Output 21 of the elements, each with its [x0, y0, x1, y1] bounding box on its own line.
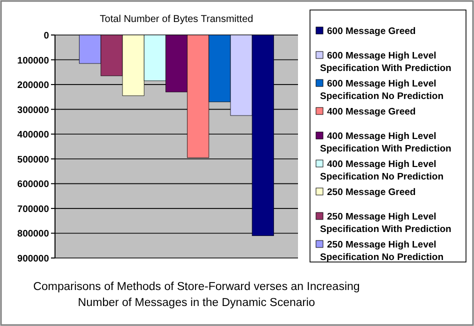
legend-label: 400 Message High Level Specification With Prediction [320, 131, 452, 154]
y-tick-label: 600000 [17, 179, 49, 190]
y-tick-label: 100000 [17, 55, 49, 66]
legend-label: 250 Message High Level Specification With Prediction [320, 212, 452, 235]
y-tick-label: 400000 [17, 130, 49, 141]
legend-label: 600 Message High Level Specification No Prediction [320, 78, 444, 102]
legend-label: 250 Message High Level Specification No Prediction [320, 240, 444, 263]
y-tick-label: 700000 [17, 204, 49, 215]
y-tick-label: 800000 [17, 228, 49, 240]
legend-label: 600 Message High Level Specification With Prediction [320, 50, 452, 74]
y-tick-label: 900000 [17, 254, 49, 264]
legend-label: 400 Message High Level Specification No Prediction [320, 159, 444, 182]
legend-label: 400 Message Greed [327, 106, 416, 118]
y-tick-label: 300000 [17, 104, 49, 116]
legend-label: 600 Message Greed [327, 26, 416, 37]
y-tick-label: 0 [44, 30, 49, 42]
text: Comparisons of Methods of Store-Forward verses an Increasing Number of Messages in the Dynamic Scenario [33, 281, 360, 309]
y-tick-label: 200000 [17, 80, 49, 92]
legend-label: 250 Message Greed [327, 187, 416, 198]
x-tick-label: Total Number of Bytes Transmitted [100, 14, 254, 25]
y-tick-label: 500000 [17, 154, 49, 166]
